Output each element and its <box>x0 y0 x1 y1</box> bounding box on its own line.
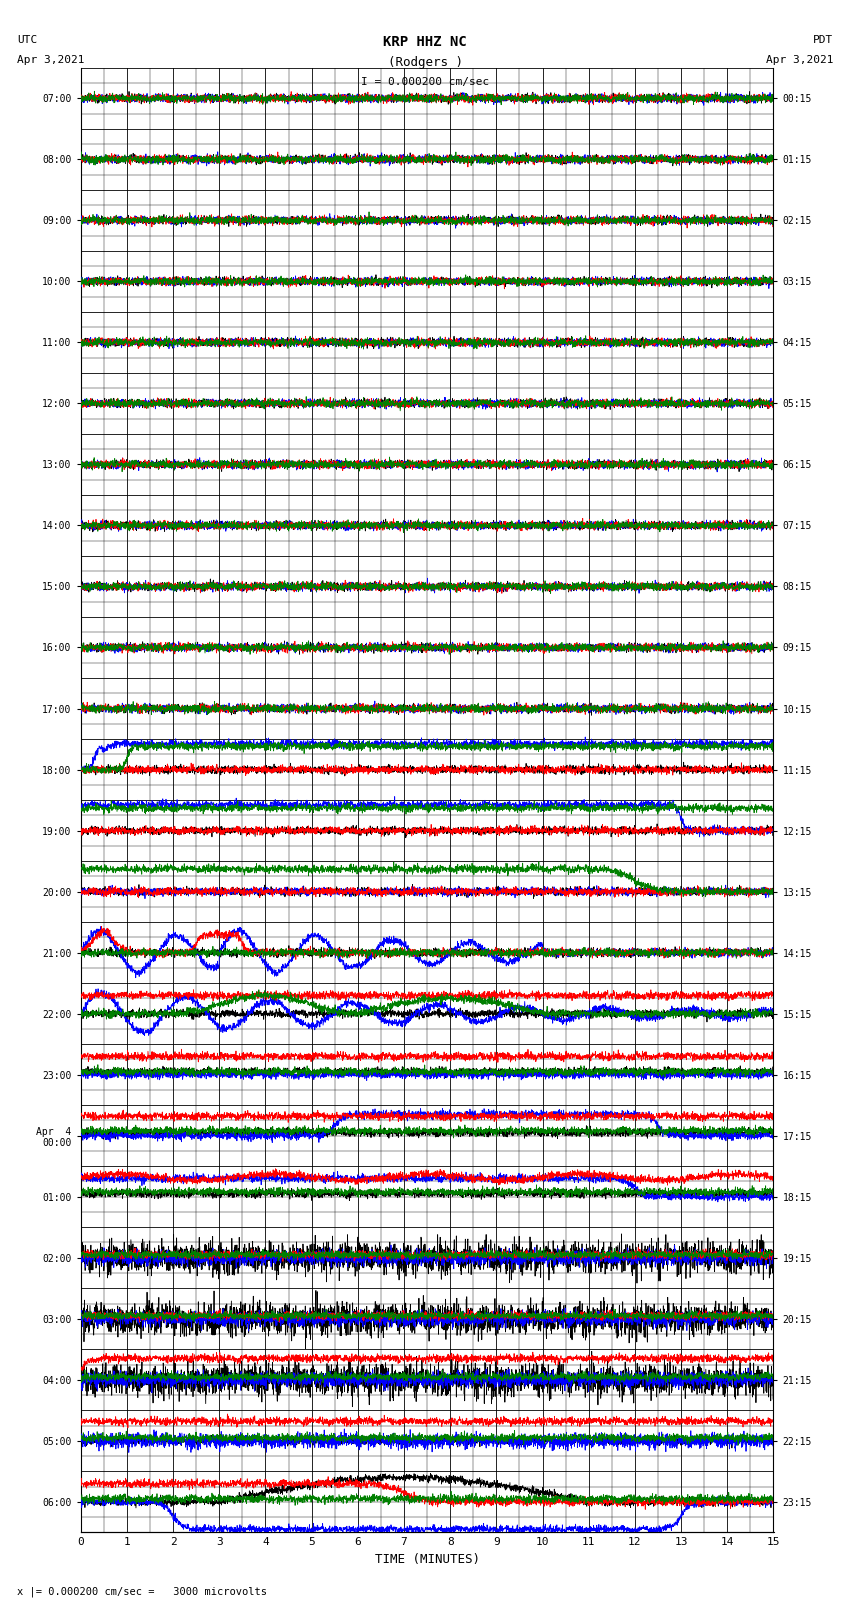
X-axis label: TIME (MINUTES): TIME (MINUTES) <box>375 1553 479 1566</box>
Text: x |= 0.000200 cm/sec =   3000 microvolts: x |= 0.000200 cm/sec = 3000 microvolts <box>17 1586 267 1597</box>
Text: PDT: PDT <box>813 35 833 45</box>
Text: Apr 3,2021: Apr 3,2021 <box>766 55 833 65</box>
Text: Apr 3,2021: Apr 3,2021 <box>17 55 84 65</box>
Text: KRP HHZ NC: KRP HHZ NC <box>383 35 467 50</box>
Text: (Rodgers ): (Rodgers ) <box>388 56 462 69</box>
Text: UTC: UTC <box>17 35 37 45</box>
Text: I = 0.000200 cm/sec: I = 0.000200 cm/sec <box>361 77 489 87</box>
